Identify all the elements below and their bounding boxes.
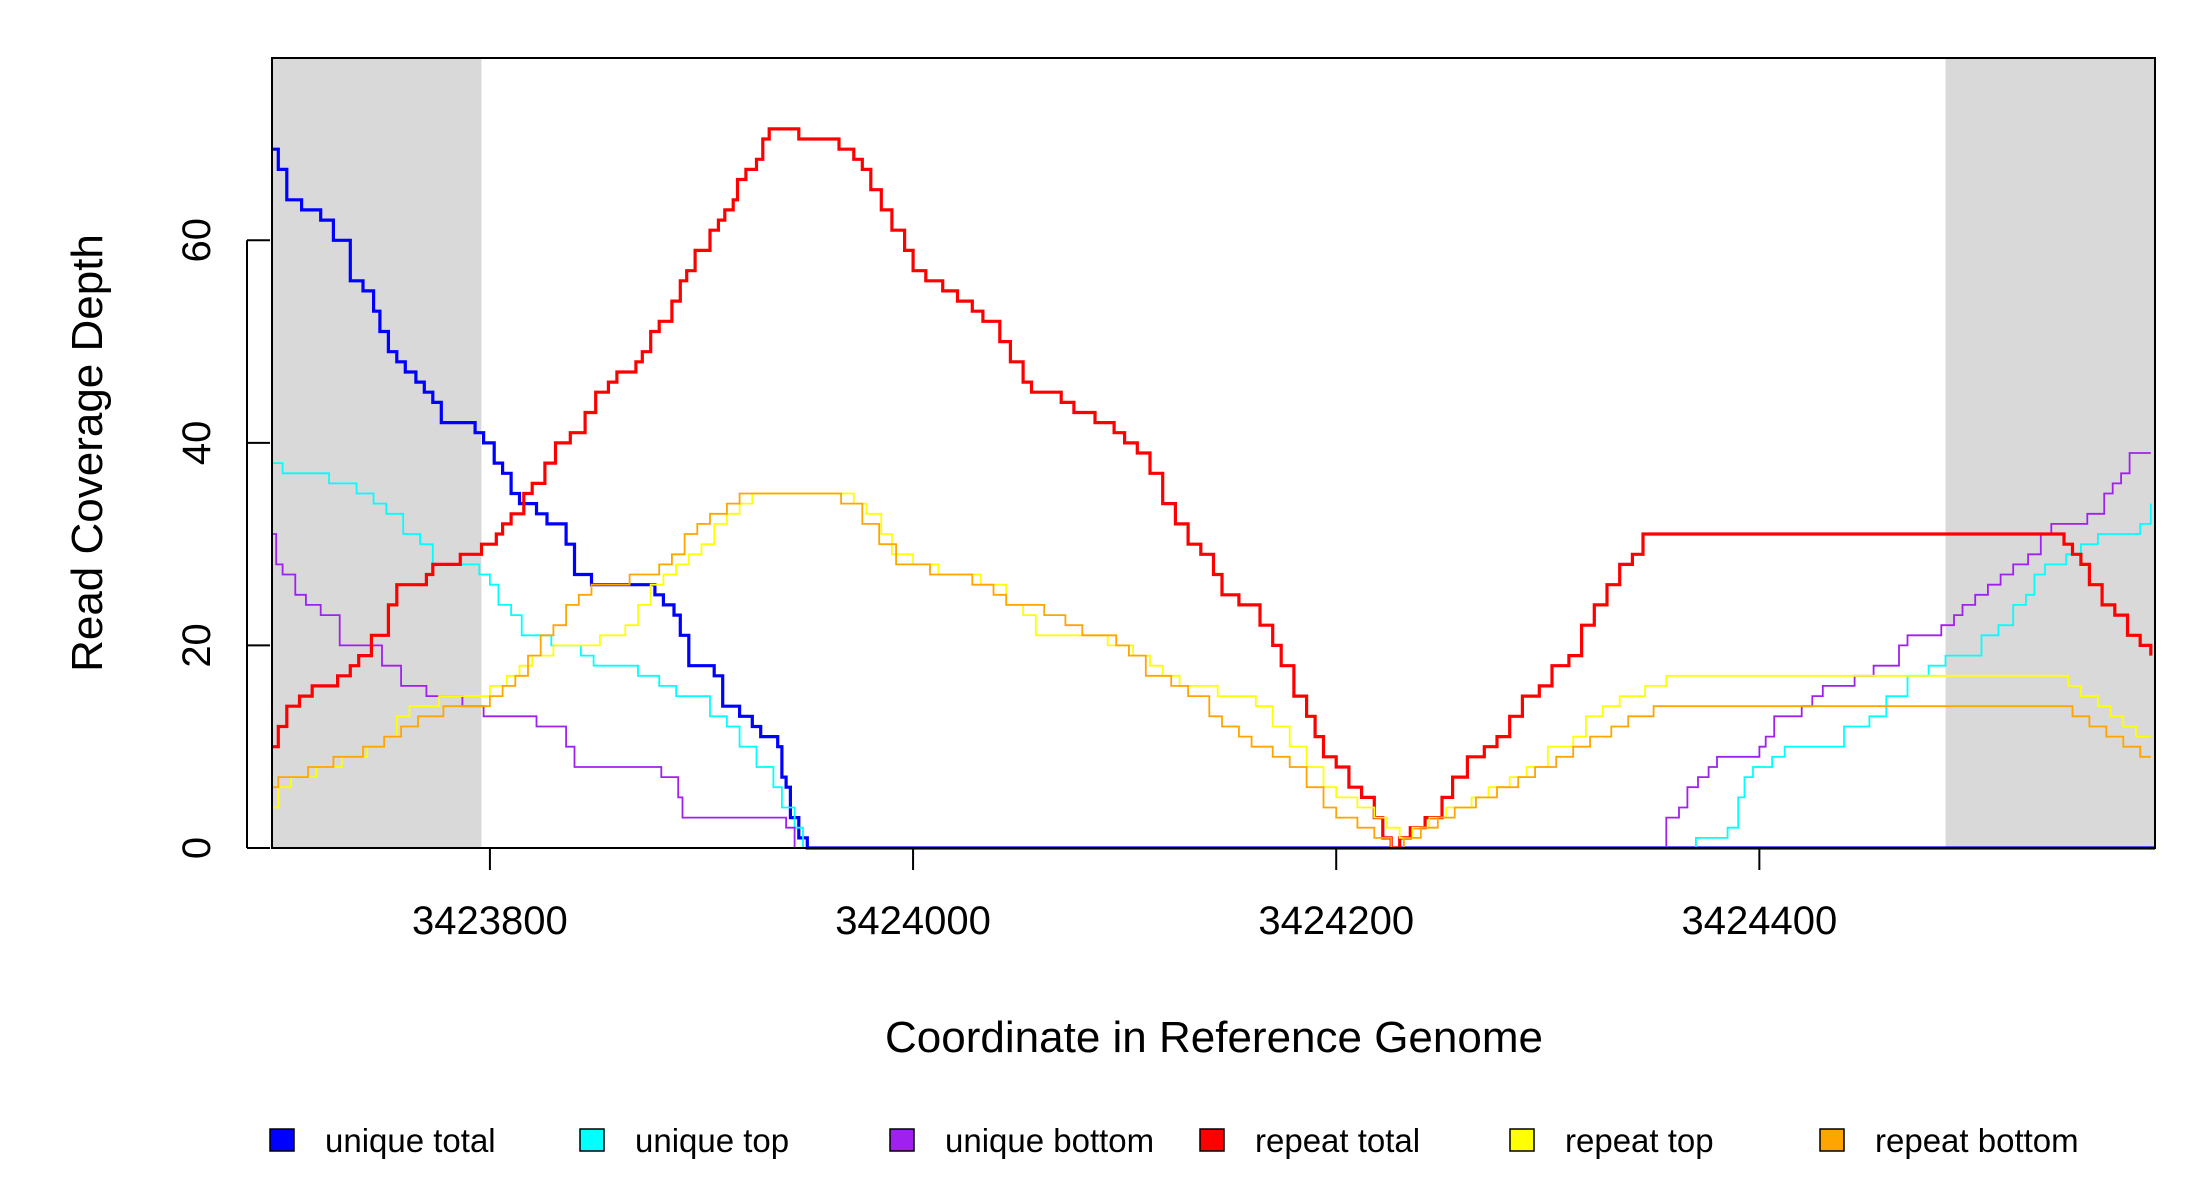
series-line-unique-top bbox=[272, 462, 2152, 849]
series-line-unique-bottom bbox=[272, 452, 2151, 849]
y-tick-label: 40 bbox=[175, 421, 219, 466]
shaded-region-0 bbox=[272, 58, 482, 848]
legend-item-unique-top: unique top bbox=[579, 1122, 789, 1159]
legend-swatch bbox=[889, 1128, 915, 1152]
legend-item-unique-bottom: unique bottom bbox=[889, 1122, 1154, 1159]
legend-swatch bbox=[269, 1128, 295, 1152]
x-tick-label: 3424400 bbox=[1681, 899, 1837, 943]
series-line-unique-total bbox=[272, 147, 2155, 850]
legend-label: repeat bottom bbox=[1875, 1122, 2079, 1159]
series-lines bbox=[272, 127, 2155, 850]
legend-swatch bbox=[1199, 1128, 1225, 1152]
legend-item-repeat-total: repeat total bbox=[1199, 1122, 1420, 1159]
series-line-repeat-total bbox=[272, 127, 2153, 850]
legend-label: repeat top bbox=[1565, 1122, 1714, 1159]
legend-label: unique bottom bbox=[945, 1122, 1154, 1159]
x-tick-label: 3424200 bbox=[1258, 899, 1414, 943]
y-tick-label: 60 bbox=[175, 218, 219, 262]
legend-label: repeat total bbox=[1255, 1122, 1420, 1159]
legend-item-unique-total: unique total bbox=[269, 1122, 496, 1159]
x-axis-title: Coordinate in Reference Genome bbox=[885, 1013, 1543, 1062]
legend-label: unique total bbox=[325, 1122, 496, 1159]
x-tick-label: 3424000 bbox=[835, 899, 991, 943]
legend-item-repeat-bottom: repeat bottom bbox=[1819, 1122, 2079, 1159]
legend-item-repeat-top: repeat top bbox=[1509, 1122, 1714, 1159]
x-axis: 3423800 3424000 3424200 3424400 bbox=[412, 847, 1837, 943]
legend-swatch bbox=[1819, 1128, 1845, 1152]
shaded-regions bbox=[272, 58, 2155, 848]
series-line-repeat-top bbox=[272, 492, 2151, 839]
legend-label: unique top bbox=[635, 1122, 789, 1159]
x-tick-label: 3423800 bbox=[412, 899, 568, 943]
y-axis-title: Read Coverage Depth bbox=[63, 234, 112, 672]
series-line-repeat-bottom bbox=[272, 492, 2151, 849]
legend: unique total unique top unique bottom repea… bbox=[269, 1122, 2079, 1159]
legend-swatch bbox=[1509, 1128, 1535, 1152]
y-tick-label: 20 bbox=[175, 623, 219, 668]
shaded-region-1 bbox=[1945, 58, 2155, 848]
y-axis: 0 20 40 60 bbox=[175, 218, 270, 859]
y-tick-label: 0 bbox=[175, 837, 219, 859]
legend-swatch bbox=[579, 1128, 605, 1152]
